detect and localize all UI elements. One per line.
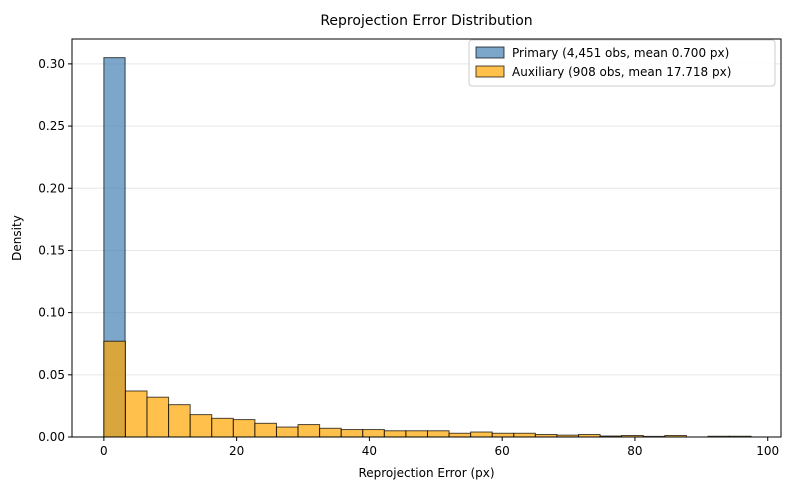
histogram-bar-auxiliary [470, 431, 493, 438]
histogram-bar-auxiliary [297, 424, 321, 438]
histogram-bar-auxiliary [124, 390, 148, 438]
histogram-bar-auxiliary [254, 422, 277, 438]
histogram-bar-auxiliary [383, 430, 407, 438]
y-tick-label: 0.10 [38, 306, 65, 320]
bars [103, 57, 752, 438]
histogram-bar-auxiliary [275, 426, 299, 438]
histogram-bar-auxiliary [362, 429, 385, 438]
histogram-bar-auxiliary [491, 432, 515, 438]
histogram-bar-auxiliary [189, 414, 213, 438]
histogram-bar-auxiliary [168, 404, 191, 438]
legend: Primary (4,451 obs, mean 0.700 px) Auxili… [468, 39, 776, 87]
legend-swatch [475, 46, 505, 59]
histogram-bar-auxiliary [513, 432, 536, 438]
histogram-bar-auxiliary [319, 427, 342, 438]
y-tick-label: 0.30 [38, 57, 65, 71]
histogram-bar-auxiliary [426, 430, 450, 438]
y-tick-label: 0.25 [38, 119, 65, 133]
y-tick-label: 0.20 [38, 181, 65, 195]
y-axis-ticks: 0.00 0.05 0.10 0.15 0.20 0.25 0.30 [38, 57, 72, 444]
histogram-bar-auxiliary [405, 430, 428, 438]
x-axis-ticks: 0 20 40 60 80 100 [100, 437, 779, 458]
histogram-bar-auxiliary [146, 396, 170, 438]
y-axis-label: Density [10, 215, 24, 261]
chart-title: Reprojection Error Distribution [320, 13, 532, 29]
legend-swatch [475, 65, 505, 78]
histogram-bar-auxiliary [232, 419, 256, 438]
histogram-bar-auxiliary [211, 417, 234, 438]
x-tick-label: 100 [756, 444, 779, 458]
histogram-bar-auxiliary [103, 340, 126, 438]
x-tick-label: 60 [495, 444, 510, 458]
legend-label: Auxiliary (908 obs, mean 17.718 px) [512, 65, 731, 79]
x-tick-label: 0 [100, 444, 108, 458]
x-tick-label: 40 [362, 444, 377, 458]
y-tick-label: 0.15 [38, 243, 65, 257]
x-tick-label: 80 [627, 444, 642, 458]
y-tick-label: 0.00 [38, 430, 65, 444]
legend-box [468, 39, 776, 87]
x-axis-label: Reprojection Error (px) [358, 466, 494, 480]
histogram-bar-auxiliary [448, 432, 472, 438]
x-tick-label: 20 [229, 444, 244, 458]
legend-label: Primary (4,451 obs, mean 0.700 px) [512, 46, 729, 60]
y-tick-label: 0.05 [38, 368, 65, 382]
histogram-bar-auxiliary [340, 429, 364, 438]
plot-frame [71, 38, 782, 438]
